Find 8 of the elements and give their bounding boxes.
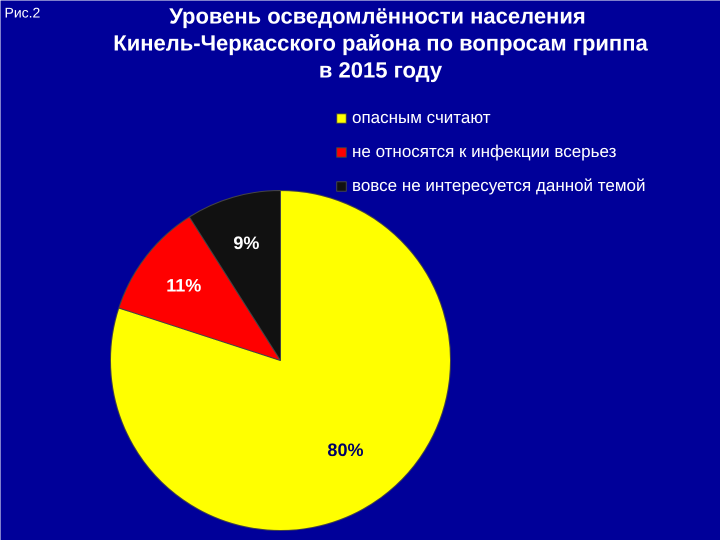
data-label: 11% <box>166 275 202 296</box>
legend-label: опасным считают <box>352 108 491 128</box>
legend-label: не относятся к инфекции всерьез <box>352 142 616 162</box>
data-label: 80% <box>327 440 364 460</box>
data-label: 9% <box>233 232 260 253</box>
chart-title: Уровень осведомлённости населения Кинель-Черкасского района по вопросам гриппа в 2015 году <box>113 4 648 82</box>
legend-label: вовсе не интересуется данной темой <box>352 176 646 196</box>
text: Рис.2 <box>4 4 41 20</box>
